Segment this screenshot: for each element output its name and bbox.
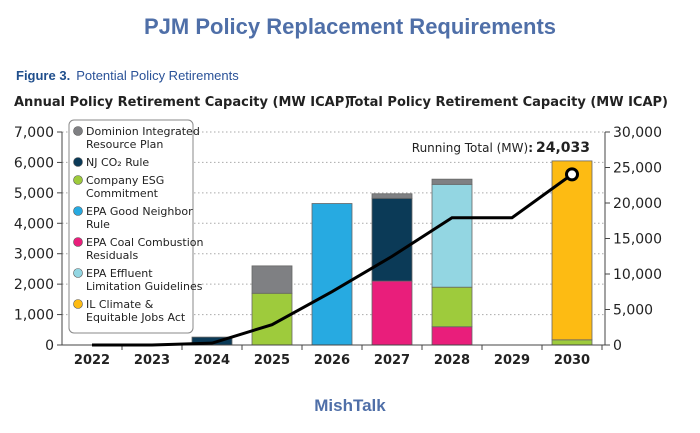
right-tick-label: 15,000 <box>613 232 662 248</box>
left-tick-label: 6,000 <box>14 155 54 171</box>
legend-swatch <box>73 237 83 247</box>
bar-segment <box>551 339 593 346</box>
left-tick-label: 3,000 <box>14 247 54 263</box>
legend-swatch <box>73 299 83 309</box>
left-tick-label: 7,000 <box>14 125 54 141</box>
left-tick-label: 5,000 <box>14 186 54 202</box>
running-total-label: Running Total (MW): <box>412 141 533 155</box>
figure-number: Figure 3. <box>16 68 71 83</box>
legend-label: Dominion Integrated <box>86 125 200 138</box>
legend-label: NJ CO₂ Rule <box>86 156 149 169</box>
legend-swatch <box>73 126 83 136</box>
legend-swatch <box>73 206 83 216</box>
left-tick-label: 0 <box>45 338 54 354</box>
legend-label: Limitation Guidelines <box>86 280 203 293</box>
legend-label: Resource Plan <box>86 138 163 151</box>
x-tick-label: 2024 <box>194 353 230 368</box>
right-tick-label: 5,000 <box>613 303 653 319</box>
legend-label: EPA Good Neighbor <box>86 205 193 218</box>
source-label: MishTalk <box>314 396 386 415</box>
running-total-value: 24,033 <box>536 140 590 156</box>
x-tick-label: 2022 <box>74 353 110 368</box>
bar-segment <box>371 193 413 199</box>
left-axis-label: Annual Policy Retirement Capacity (MW IC… <box>14 95 350 110</box>
running-total-line <box>92 173 573 347</box>
legend-swatch <box>73 157 83 167</box>
legend-label: EPA Effluent <box>86 267 153 280</box>
right-axis-label: Total Policy Retirement Capacity (MW ICA… <box>347 95 668 110</box>
right-tick-label: 30,000 <box>613 125 662 141</box>
x-tick-label: 2026 <box>314 353 350 368</box>
running-total-end-marker <box>565 167 579 182</box>
bar-segment <box>311 203 353 346</box>
x-tick-label: 2028 <box>434 353 470 368</box>
legend-label: Equitable Jobs Act <box>86 311 186 324</box>
figure-title: Potential Policy Retirements <box>76 68 239 83</box>
right-tick-label: 20,000 <box>613 196 662 212</box>
legend-box <box>68 119 194 334</box>
bar-segment <box>251 265 293 294</box>
left-tick-label: 1,000 <box>14 308 54 324</box>
x-tick-label: 2027 <box>374 353 410 368</box>
right-tick-label: 25,000 <box>613 161 662 177</box>
legend-swatch <box>73 175 83 185</box>
bar-segment <box>431 178 473 185</box>
bar-segment <box>431 326 473 346</box>
legend-label: Residuals <box>86 249 138 262</box>
right-tick-label: 0 <box>613 338 622 354</box>
x-tick-label: 2029 <box>494 353 530 368</box>
left-tick-label: 2,000 <box>14 277 54 293</box>
bar-segment <box>551 160 593 341</box>
figure-caption: Figure 3. Potential Policy Retirements <box>16 68 239 83</box>
legend-label: Company ESG <box>86 174 164 187</box>
bar-segment <box>371 197 413 282</box>
bar-segment <box>371 280 413 346</box>
bar-segment <box>431 286 473 328</box>
legend-label: EPA Coal Combustion <box>86 236 204 249</box>
legend-label: IL Climate & <box>86 298 154 311</box>
x-tick-label: 2030 <box>554 353 590 368</box>
legend-label: Rule <box>86 218 110 231</box>
x-tick-label: 2023 <box>134 353 170 368</box>
right-tick-label: 10,000 <box>613 267 662 283</box>
bar-segment <box>431 183 473 288</box>
page-title: PJM Policy Replacement Requirements <box>143 14 557 39</box>
left-tick-label: 4,000 <box>14 216 54 232</box>
legend-swatch <box>73 268 83 278</box>
x-tick-label: 2025 <box>254 353 290 368</box>
bar-segment <box>251 292 293 346</box>
legend-label: Commitment <box>86 187 159 200</box>
